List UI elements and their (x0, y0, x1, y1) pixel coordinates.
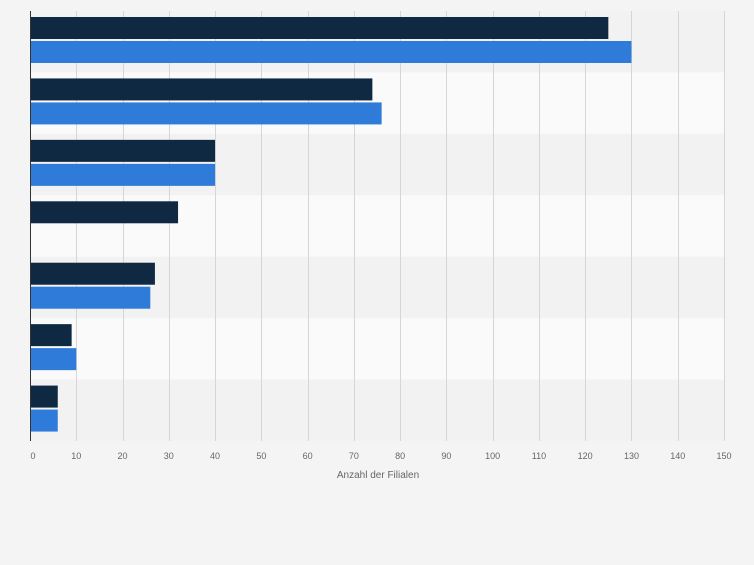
x-tick-label: 140 (670, 451, 685, 461)
x-tick-label: 120 (578, 451, 593, 461)
x-tick-label: 10 (71, 451, 81, 461)
category-band (30, 318, 724, 380)
bar[interactable] (30, 41, 632, 63)
bar[interactable] (30, 348, 77, 371)
category-bands (30, 11, 724, 441)
bar[interactable] (30, 324, 72, 347)
x-tick-label: 80 (395, 451, 405, 461)
x-tick-label: 70 (349, 451, 359, 461)
bar[interactable] (30, 286, 151, 309)
bar[interactable] (30, 17, 609, 39)
x-tick-label: 40 (210, 451, 220, 461)
bar[interactable] (30, 385, 58, 408)
x-tick-label: 110 (532, 451, 546, 461)
x-tick-label: 30 (164, 451, 174, 461)
x-tick-label: 0 (30, 451, 35, 461)
bar[interactable] (30, 102, 382, 125)
bar[interactable] (30, 201, 179, 224)
x-tick-label: 60 (303, 451, 313, 461)
bar[interactable] (30, 139, 216, 162)
bar[interactable] (30, 78, 373, 101)
x-tick-label: 20 (118, 451, 128, 461)
bar[interactable] (30, 163, 216, 186)
category-band (30, 379, 724, 441)
x-tick-label: 100 (485, 451, 500, 461)
bar[interactable] (30, 262, 155, 285)
x-tick-label: 150 (716, 451, 731, 461)
x-tick-label: 90 (441, 451, 451, 461)
bars (30, 17, 632, 432)
bar[interactable] (30, 409, 58, 432)
x-axis-ticks: 0 10 20 30 40 50 60 70 80 90 100 110 120 130 140 150 (30, 451, 731, 461)
x-axis-label: Anzahl der Filialen (337, 470, 419, 481)
x-tick-label: 130 (624, 451, 639, 461)
x-tick-label: 50 (256, 451, 266, 461)
